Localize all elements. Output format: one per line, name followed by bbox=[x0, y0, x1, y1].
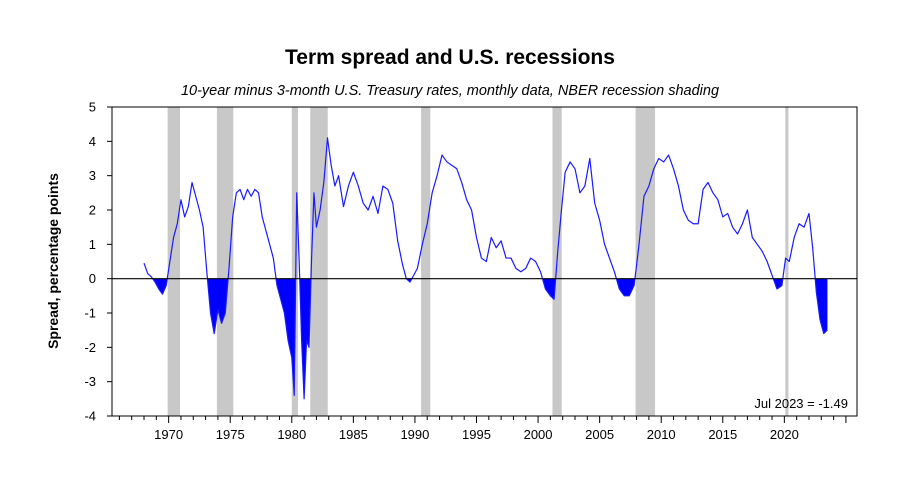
x-tick-label: 2010 bbox=[647, 427, 676, 442]
x-tick-label: 2000 bbox=[524, 427, 553, 442]
y-tick-label: 2 bbox=[89, 203, 96, 218]
y-tick-label: 5 bbox=[89, 100, 96, 115]
negative-spread-fill bbox=[144, 278, 828, 399]
y-axis: 5 4 3 2 1 0 -1 -2 -3 -4 bbox=[84, 100, 112, 424]
y-tick-label: 0 bbox=[89, 271, 96, 286]
y-axis-label: Spread, percentage points bbox=[45, 173, 61, 349]
recession-band-3 bbox=[291, 107, 298, 416]
x-tick-label: 2015 bbox=[708, 427, 737, 442]
y-tick-label: 4 bbox=[89, 134, 96, 149]
y-tick-label: -3 bbox=[84, 374, 96, 389]
x-tick-label: 1990 bbox=[400, 427, 429, 442]
x-tick-label: 2020 bbox=[770, 427, 799, 442]
x-tick-label: 1970 bbox=[154, 427, 183, 442]
chart-subtitle: 10-year minus 3-month U.S. Treasury rate… bbox=[181, 83, 719, 99]
y-tick-label: 1 bbox=[89, 237, 96, 252]
recession-band-5 bbox=[421, 107, 431, 416]
recession-bands bbox=[167, 107, 789, 416]
y-tick-label: 3 bbox=[89, 168, 96, 183]
y-tick-label: -1 bbox=[84, 306, 96, 321]
recession-band-7 bbox=[635, 107, 656, 416]
plot-frame bbox=[111, 106, 858, 417]
latest-value-note: Jul 2023 = -1.49 bbox=[754, 396, 848, 411]
recession-band-1 bbox=[167, 107, 180, 416]
x-axis: 1970 1975 1980 1985 1990 1995 2000 2005 2010 2015… bbox=[118, 416, 847, 442]
x-tick-label: 2005 bbox=[585, 427, 614, 442]
y-tick-label: -4 bbox=[84, 409, 96, 424]
spread-fill bbox=[144, 278, 828, 399]
spread-line bbox=[143, 137, 828, 400]
x-tick-label: 1995 bbox=[462, 427, 491, 442]
spread-line-group bbox=[143, 137, 828, 400]
recession-band-2 bbox=[216, 107, 234, 416]
x-tick-label: 1985 bbox=[339, 427, 368, 442]
recession-band-4 bbox=[310, 107, 328, 416]
chart-title: Term spread and U.S. recessions bbox=[285, 46, 615, 69]
x-tick-label: 1975 bbox=[216, 427, 245, 442]
x-tick-label: 1980 bbox=[277, 427, 306, 442]
y-tick-label: -2 bbox=[84, 340, 96, 355]
recession-band-8 bbox=[785, 107, 789, 416]
